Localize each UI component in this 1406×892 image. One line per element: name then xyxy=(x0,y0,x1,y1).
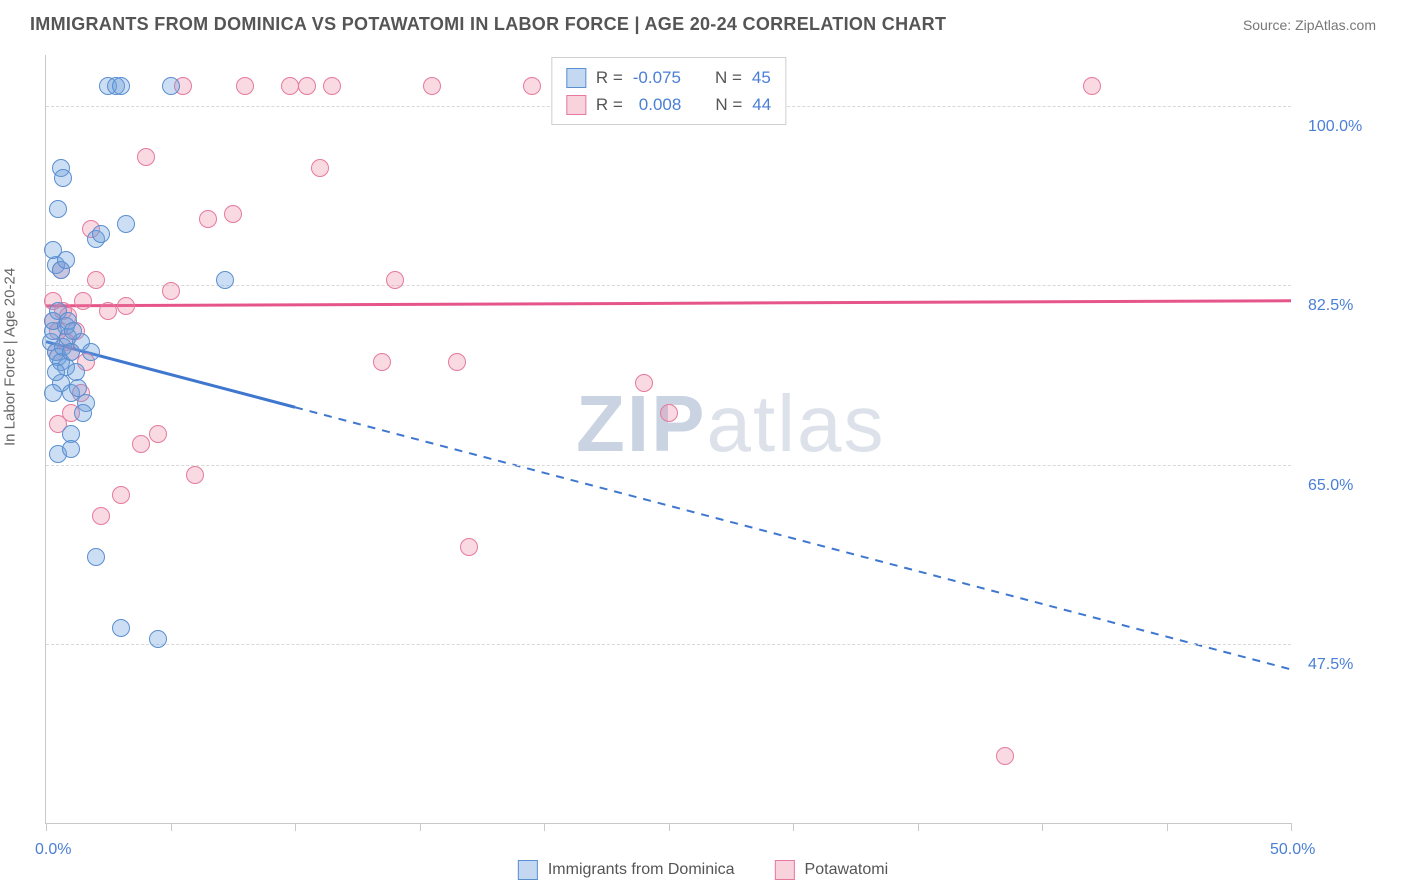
scatter-point-blue xyxy=(92,225,110,243)
scatter-point-pink xyxy=(373,353,391,371)
swatch-pink-icon xyxy=(775,860,795,880)
trend-lines xyxy=(46,55,1291,823)
x-tick xyxy=(1042,823,1043,831)
scatter-point-blue xyxy=(74,404,92,422)
scatter-point-pink xyxy=(236,77,254,95)
scatter-point-pink xyxy=(149,425,167,443)
scatter-point-blue xyxy=(54,169,72,187)
scatter-point-blue xyxy=(117,215,135,233)
swatch-pink xyxy=(566,95,586,115)
scatter-point-pink xyxy=(298,77,316,95)
swatch-blue-icon xyxy=(518,860,538,880)
scatter-point-pink xyxy=(460,538,478,556)
x-tick xyxy=(1167,823,1168,831)
x-tick-label: 50.0% xyxy=(1270,841,1315,859)
x-tick xyxy=(46,823,47,831)
legend-row-pink: R = 0.008 N = 44 xyxy=(566,91,771,118)
scatter-point-pink xyxy=(199,210,217,228)
scatter-point-blue xyxy=(62,440,80,458)
scatter-point-blue xyxy=(44,384,62,402)
x-tick xyxy=(171,823,172,831)
scatter-point-blue xyxy=(162,77,180,95)
gridline-h xyxy=(46,644,1291,645)
swatch-blue xyxy=(566,68,586,88)
scatter-point-pink xyxy=(523,77,541,95)
gridline-h xyxy=(46,465,1291,466)
legend-row-blue: R = -0.075 N = 45 xyxy=(566,64,771,91)
scatter-point-blue xyxy=(82,343,100,361)
scatter-point-pink xyxy=(1083,77,1101,95)
y-axis-title: In Labor Force | Age 20-24 xyxy=(2,268,19,446)
scatter-point-blue xyxy=(44,241,62,259)
scatter-point-pink xyxy=(92,507,110,525)
y-tick-label: 100.0% xyxy=(1308,118,1362,136)
scatter-point-pink xyxy=(423,77,441,95)
y-tick-label: 65.0% xyxy=(1308,477,1353,495)
chart-plot-area: ZIPatlas R = -0.075 N = 45 R = 0.008 N =… xyxy=(45,55,1291,824)
scatter-point-pink xyxy=(311,159,329,177)
legend-bottom: Immigrants from Dominica Potawatomi xyxy=(518,860,888,880)
chart-title: IMMIGRANTS FROM DOMINICA VS POTAWATOMI I… xyxy=(30,14,946,35)
scatter-point-pink xyxy=(74,292,92,310)
scatter-point-pink xyxy=(281,77,299,95)
x-tick xyxy=(793,823,794,831)
scatter-point-blue xyxy=(47,363,65,381)
scatter-point-pink xyxy=(117,297,135,315)
scatter-point-pink xyxy=(386,271,404,289)
scatter-point-blue xyxy=(64,322,82,340)
scatter-point-blue xyxy=(112,619,130,637)
scatter-point-pink xyxy=(660,404,678,422)
x-tick xyxy=(420,823,421,831)
x-tick xyxy=(1291,823,1292,831)
legend-item-pink: Potawatomi xyxy=(775,860,889,880)
scatter-point-blue xyxy=(87,548,105,566)
scatter-point-blue xyxy=(49,200,67,218)
correlation-legend-box: R = -0.075 N = 45 R = 0.008 N = 44 xyxy=(551,57,786,125)
scatter-point-blue xyxy=(112,77,130,95)
scatter-point-pink xyxy=(87,271,105,289)
scatter-point-blue xyxy=(149,630,167,648)
legend-item-blue: Immigrants from Dominica xyxy=(518,860,735,880)
scatter-point-pink xyxy=(132,435,150,453)
scatter-point-pink xyxy=(99,302,117,320)
y-tick-label: 82.5% xyxy=(1308,297,1353,315)
scatter-point-pink xyxy=(323,77,341,95)
x-tick xyxy=(544,823,545,831)
scatter-point-pink xyxy=(112,486,130,504)
scatter-point-pink xyxy=(635,374,653,392)
y-tick-label: 47.5% xyxy=(1308,656,1353,674)
scatter-point-pink xyxy=(137,148,155,166)
scatter-point-pink xyxy=(224,205,242,223)
scatter-point-blue xyxy=(216,271,234,289)
x-tick-label: 0.0% xyxy=(35,841,71,859)
source-label: Source: ZipAtlas.com xyxy=(1243,17,1376,33)
scatter-point-pink xyxy=(186,466,204,484)
scatter-point-pink xyxy=(162,282,180,300)
x-tick xyxy=(669,823,670,831)
x-tick xyxy=(918,823,919,831)
scatter-point-pink xyxy=(448,353,466,371)
scatter-point-pink xyxy=(996,747,1014,765)
gridline-h xyxy=(46,285,1291,286)
x-tick xyxy=(295,823,296,831)
